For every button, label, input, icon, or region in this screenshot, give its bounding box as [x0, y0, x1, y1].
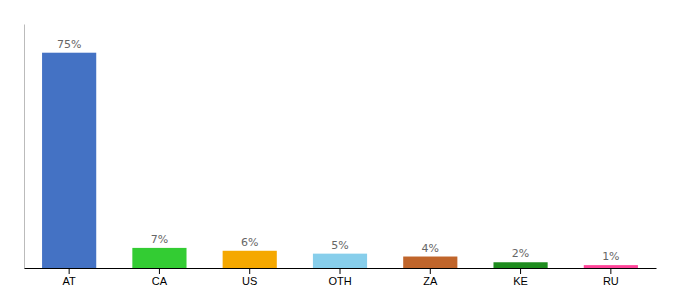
chart-svg: AT CA US OTH ZA KE RU 75% 7% 6% 5% 4% 2% 1%: [0, 0, 680, 300]
bar: [223, 251, 277, 268]
data-label: 2%: [512, 247, 529, 260]
x-tick: US: [242, 268, 257, 287]
bar: [584, 265, 638, 268]
data-label: 75%: [57, 38, 81, 51]
x-tick-label: KE: [513, 275, 528, 287]
x-tick-label: RU: [603, 275, 619, 287]
data-label: 6%: [241, 236, 258, 249]
x-tick: RU: [603, 268, 619, 287]
x-axis: AT CA US OTH ZA KE RU: [25, 268, 657, 287]
bar: [403, 257, 457, 268]
chart-container: AT CA US OTH ZA KE RU 75% 7% 6% 5% 4% 2% 1%: [0, 0, 680, 300]
x-tick-mark: [430, 268, 431, 274]
bars: [42, 53, 638, 268]
x-tick: ZA: [423, 268, 438, 287]
bar: [42, 53, 96, 268]
x-tick-label: AT: [63, 275, 77, 287]
bar: [493, 262, 547, 268]
x-tick-label: CA: [152, 275, 168, 287]
x-tick-label: ZA: [423, 275, 438, 287]
data-label: 4%: [422, 242, 439, 255]
bar: [313, 254, 367, 268]
data-labels: 75% 7% 6% 5% 4% 2% 1%: [57, 38, 620, 263]
x-tick-label: US: [242, 275, 257, 287]
data-label: 1%: [602, 250, 619, 263]
x-tick-mark: [520, 268, 521, 274]
x-tick-mark: [610, 268, 611, 274]
data-label: 5%: [331, 239, 348, 252]
x-tick: AT: [63, 268, 77, 287]
x-tick-mark: [249, 268, 250, 274]
x-tick: OTH: [328, 268, 351, 287]
x-tick: KE: [513, 268, 528, 287]
x-tick-label: OTH: [328, 275, 351, 287]
x-tick-mark: [340, 268, 341, 274]
plot: AT CA US OTH ZA KE RU 75% 7% 6% 5% 4% 2% 1%: [25, 25, 657, 287]
y-axis: [24, 25, 25, 269]
x-tick: CA: [152, 268, 168, 287]
x-tick-mark: [69, 268, 70, 274]
y-axis-line: [24, 25, 25, 269]
data-label: 7%: [151, 233, 168, 246]
x-tick-mark: [159, 268, 160, 274]
bar: [132, 248, 186, 268]
